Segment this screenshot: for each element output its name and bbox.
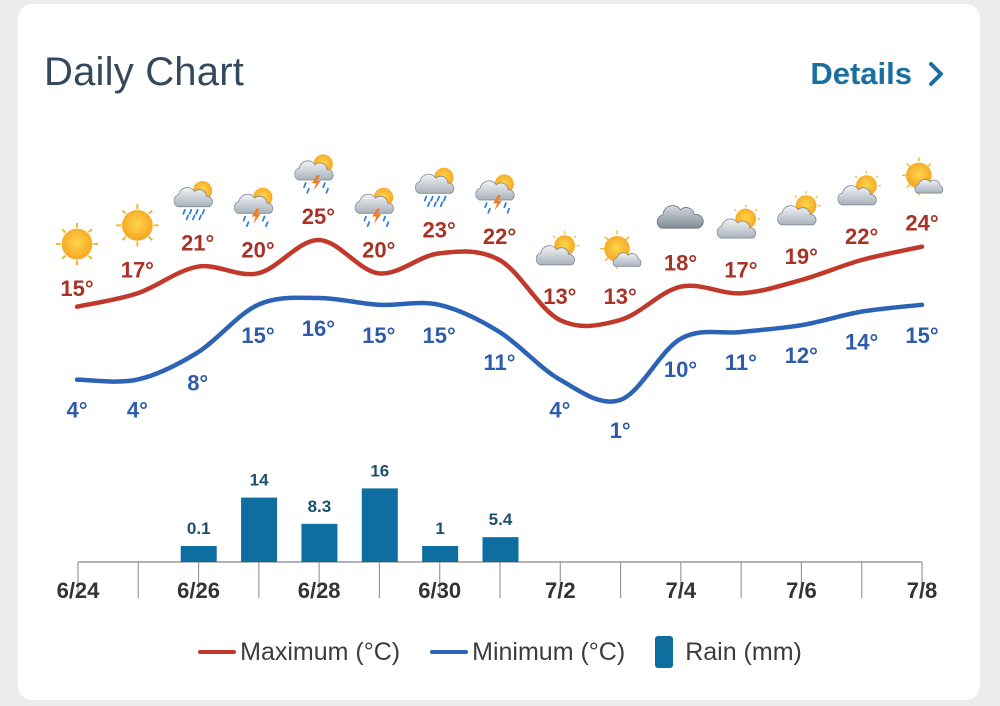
min-temp-label: 8° [187, 370, 208, 395]
min-temp-label: 15° [362, 323, 395, 348]
legend-label-minimum: Minimum (°C) [472, 637, 626, 666]
rain-bar [361, 488, 398, 562]
daily-chart-card [18, 4, 980, 700]
min-temp-label: 16° [302, 316, 335, 341]
rain-bar [482, 537, 519, 562]
maximum-swatch [198, 650, 237, 654]
min-temp-label: 1° [610, 418, 631, 443]
legend-label-rain: Rain (mm) [685, 637, 802, 666]
max-temp-label: 15° [60, 276, 93, 301]
max-temp-label: 13° [543, 284, 576, 309]
thunderstorm-sun-icon [234, 186, 274, 228]
max-temp-label: 25° [302, 204, 335, 229]
mostly-sunny-icon [599, 229, 642, 270]
rain-bar [241, 497, 278, 562]
rain-bar [422, 546, 459, 562]
min-temp-label: 10° [664, 357, 697, 382]
minimum-swatch [430, 650, 469, 654]
max-temp-label: 20° [241, 237, 274, 262]
max-temp-label: 21° [181, 231, 214, 256]
mostly-sunny-icon [901, 156, 944, 197]
max-temp-label: 23° [423, 217, 456, 242]
rain-swatch [655, 636, 674, 668]
rain-bar-label: 8.3 [308, 497, 332, 516]
max-temp-label: 19° [785, 244, 818, 269]
min-temp-label: 4° [127, 398, 148, 423]
x-tick-label: 6/26 [177, 578, 220, 603]
partly-cloudy-icon [777, 190, 822, 226]
min-temp-label: 12° [785, 343, 818, 368]
x-tick-label: 7/4 [666, 578, 697, 603]
x-tick-label: 7/6 [786, 578, 817, 603]
partly-cloudy-icon [716, 203, 761, 239]
x-tick-label: 6/24 [57, 578, 101, 603]
sun-icon [115, 203, 160, 248]
max-temp-label: 17° [121, 257, 154, 282]
max-temp-label: 20° [362, 237, 395, 262]
rain-bar-label: 0.1 [187, 519, 211, 538]
cloud-rain-sun-icon [415, 166, 455, 208]
min-temp-label: 11° [725, 350, 757, 375]
max-temp-label: 22° [483, 224, 516, 249]
minimum-line [74, 295, 925, 404]
min-temp-label: 14° [845, 330, 878, 355]
partly-cloudy-icon [837, 170, 882, 206]
max-temp-label: 22° [845, 224, 878, 249]
partly-cloudy-icon [535, 230, 580, 266]
legend-item-minimum: Minimum (°C) [430, 638, 625, 667]
rain-bar [301, 523, 338, 562]
min-temp-label: 15° [423, 323, 456, 348]
x-tick-label: 7/2 [545, 578, 576, 603]
cloudy-icon [656, 205, 704, 229]
details-link[interactable]: Details [810, 56, 944, 92]
details-label: Details [810, 56, 912, 91]
page-title: Daily Chart [44, 50, 245, 94]
chevron-right-icon [929, 62, 943, 86]
rain-bar-label: 14 [250, 471, 269, 490]
max-temp-label: 13° [604, 284, 637, 309]
thunderstorm-sun-icon [294, 153, 335, 194]
min-temp-label: 15° [905, 323, 938, 348]
x-tick-label: 6/28 [298, 578, 341, 603]
cloud-rain-sun-icon [173, 180, 214, 221]
max-temp-label: 24° [905, 211, 938, 236]
max-temp-label: 17° [724, 257, 757, 282]
min-temp-label: 4° [549, 398, 570, 423]
min-temp-label: 4° [66, 398, 87, 423]
legend-item-rain: Rain (mm) [655, 636, 802, 668]
max-temp-label: 18° [664, 251, 697, 276]
min-temp-label: 11° [483, 350, 515, 375]
x-tick-label: 7/8 [907, 578, 938, 603]
thunderstorm-sun-icon [475, 173, 516, 214]
rain-bar-label: 16 [370, 461, 389, 480]
legend-item-maximum: Maximum (°C) [198, 638, 400, 667]
legend-label-maximum: Maximum (°C) [240, 637, 401, 666]
x-tick-label: 6/30 [418, 578, 461, 603]
min-temp-label: 15° [241, 323, 274, 348]
chart-legend: Maximum (°C) Minimum (°C) Rain (mm) [0, 636, 1000, 668]
rain-bar-label: 1 [435, 519, 444, 538]
thunderstorm-sun-icon [354, 186, 395, 228]
rain-bar-label: 5.4 [489, 510, 513, 529]
sun-icon [54, 221, 100, 267]
rain-bar [180, 546, 217, 562]
maximum-line [74, 237, 925, 329]
